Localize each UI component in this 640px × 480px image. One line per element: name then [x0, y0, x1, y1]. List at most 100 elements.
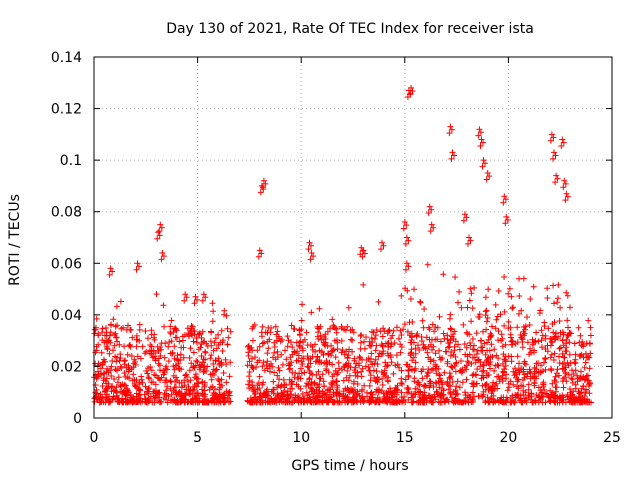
- data-point: [116, 341, 123, 348]
- data-point: [361, 338, 367, 345]
- data-point: [109, 268, 116, 275]
- data-point: [108, 373, 115, 379]
- data-point: [177, 351, 184, 358]
- data-point: [305, 246, 312, 253]
- data-point: [111, 387, 118, 394]
- data-point: [127, 326, 133, 333]
- data-point: [348, 385, 355, 392]
- data-point: [212, 367, 219, 374]
- data-point: [133, 266, 140, 273]
- data-point: [559, 337, 566, 344]
- y-tick-label: 0: [73, 411, 82, 427]
- data-point: [219, 391, 225, 398]
- data-point: [312, 358, 319, 365]
- data-point: [587, 340, 593, 347]
- data-point: [181, 390, 188, 397]
- data-point: [297, 385, 304, 392]
- data-point: [496, 376, 503, 383]
- data-point: [259, 323, 266, 330]
- x-tick-label: 5: [193, 430, 202, 446]
- data-point: [562, 364, 569, 371]
- data-point: [254, 347, 261, 354]
- data-point: [358, 331, 365, 338]
- data-point: [118, 365, 125, 371]
- data-point: [537, 307, 544, 314]
- data-point: [259, 184, 266, 191]
- data-point: [133, 377, 140, 384]
- data-point: [178, 344, 185, 351]
- data-point: [130, 360, 137, 367]
- data-point: [467, 285, 474, 292]
- data-point: [192, 293, 199, 300]
- data-point: [176, 379, 183, 386]
- data-point: [493, 380, 500, 387]
- data-point: [100, 377, 107, 384]
- data-point: [113, 334, 120, 341]
- data-point: [505, 290, 512, 297]
- data-point: [556, 318, 563, 324]
- data-point: [587, 324, 594, 331]
- data-point: [430, 343, 437, 350]
- data-point: [284, 399, 291, 406]
- data-point: [452, 387, 459, 394]
- data-point: [356, 362, 363, 369]
- data-point: [99, 325, 106, 332]
- x-tick-label: 10: [292, 430, 310, 446]
- data-point: [224, 395, 231, 402]
- data-point: [130, 371, 137, 378]
- data-point: [544, 348, 551, 355]
- data-point: [260, 177, 267, 184]
- data-point: [424, 372, 431, 379]
- data-point: [323, 396, 330, 402]
- data-point: [100, 370, 107, 376]
- data-point: [250, 337, 256, 344]
- data-point: [193, 357, 200, 364]
- data-point: [476, 314, 483, 321]
- data-point: [397, 349, 404, 356]
- data-point: [154, 235, 161, 242]
- data-point: [333, 326, 340, 333]
- data-point: [334, 337, 340, 343]
- data-point: [192, 371, 199, 378]
- data-point: [299, 391, 306, 397]
- data-point: [160, 371, 167, 378]
- data-point: [123, 391, 130, 398]
- data-point: [485, 386, 492, 393]
- data-point: [471, 284, 478, 291]
- data-point: [93, 315, 100, 322]
- data-point: [325, 369, 332, 376]
- data-point: [105, 399, 112, 406]
- data-point: [463, 366, 470, 373]
- data-point: [575, 324, 582, 331]
- data-point: [556, 360, 563, 366]
- data-point: [264, 329, 271, 336]
- data-point: [209, 300, 216, 307]
- data-point: [281, 381, 288, 388]
- data-point: [255, 253, 262, 260]
- data-point: [531, 397, 538, 404]
- data-point: [265, 345, 272, 352]
- data-point: [411, 286, 417, 293]
- data-point: [462, 392, 469, 399]
- data-point: [549, 338, 556, 345]
- data-point: [397, 341, 404, 348]
- data-point: [581, 398, 588, 405]
- data-point: [262, 180, 269, 187]
- data-point: [284, 333, 291, 340]
- data-point: [373, 368, 380, 375]
- data-point: [544, 295, 551, 301]
- data-point: [95, 332, 102, 339]
- data-point: [190, 338, 197, 345]
- data-point: [490, 399, 497, 406]
- data-point: [104, 346, 111, 353]
- data-point: [271, 349, 278, 356]
- data-point: [299, 355, 305, 362]
- data-point: [559, 329, 566, 336]
- data-point: [420, 341, 427, 348]
- data-point: [427, 228, 434, 235]
- data-point: [323, 359, 330, 366]
- data-point: [298, 317, 305, 324]
- data-point: [340, 377, 347, 384]
- data-point: [372, 347, 379, 354]
- data-point: [570, 371, 577, 377]
